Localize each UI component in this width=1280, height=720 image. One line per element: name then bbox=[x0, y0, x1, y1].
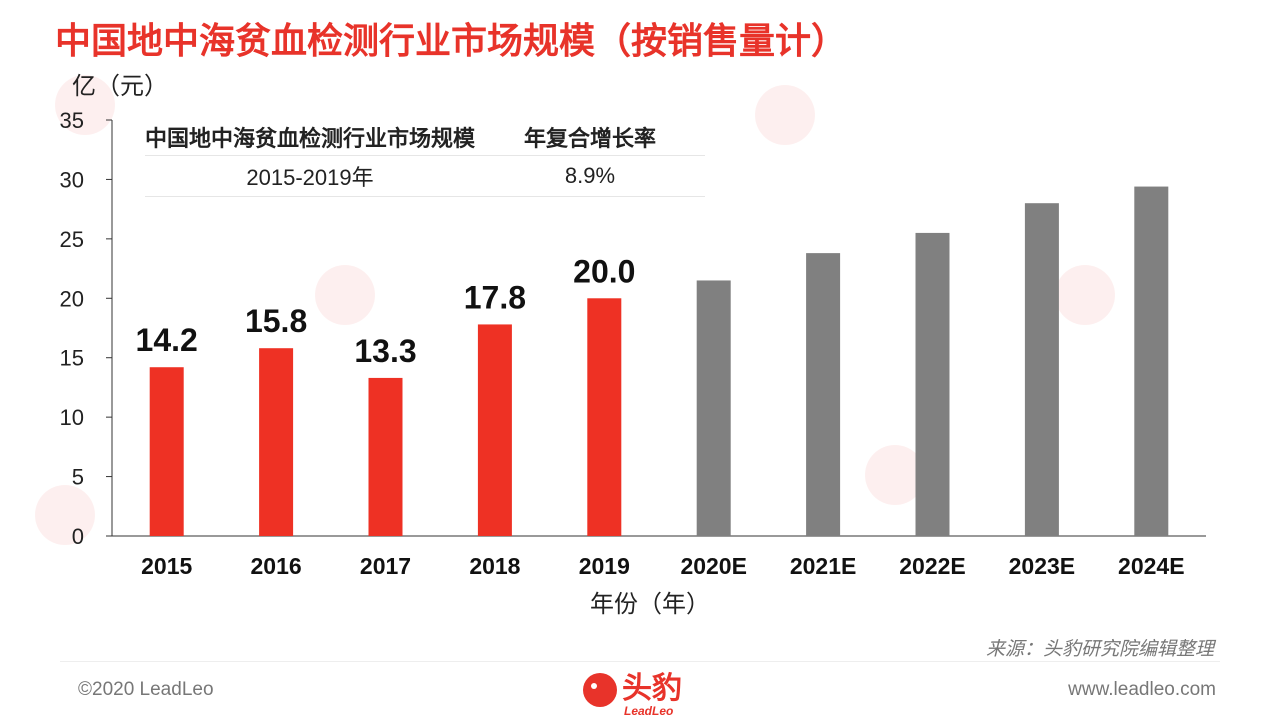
bar bbox=[477, 324, 512, 536]
y-tick-label: 35 bbox=[60, 108, 84, 133]
bar bbox=[1134, 186, 1169, 536]
copyright: ©2020 LeadLeo bbox=[78, 679, 214, 700]
x-tick-label: 2021E bbox=[790, 553, 857, 579]
y-tick-label: 20 bbox=[60, 286, 84, 311]
page-title: 中国地中海贫血检测行业市场规模（按销售量计） bbox=[55, 21, 848, 62]
x-tick-label: 2018 bbox=[469, 553, 520, 579]
logo-text: 头豹 bbox=[622, 671, 682, 706]
bar bbox=[1024, 203, 1059, 536]
y-tick-label: 15 bbox=[60, 346, 84, 371]
bar bbox=[259, 348, 294, 536]
y-tick-label: 25 bbox=[60, 227, 84, 252]
cagr-header-left: 中国地中海贫血检测行业市场规模 bbox=[145, 127, 476, 152]
logo-subtext: LeadLeo bbox=[624, 704, 673, 718]
x-tick-label: 2017 bbox=[360, 553, 411, 579]
x-tick-label: 2015 bbox=[141, 553, 192, 579]
bar bbox=[915, 232, 950, 536]
x-tick-label: 2019 bbox=[579, 553, 630, 579]
cagr-rate: 8.9% bbox=[564, 163, 616, 188]
data-label: 13.3 bbox=[354, 333, 416, 369]
x-tick-label: 2016 bbox=[251, 553, 302, 579]
bar bbox=[149, 367, 184, 536]
y-tick-label: 30 bbox=[60, 167, 84, 192]
y-tick-label: 10 bbox=[60, 405, 84, 430]
bar bbox=[696, 280, 731, 536]
website-link[interactable]: www.leadleo.com bbox=[1068, 679, 1216, 700]
data-label: 14.2 bbox=[136, 322, 198, 358]
footer-divider bbox=[60, 661, 1220, 662]
x-tick-label: 2024E bbox=[1118, 553, 1185, 579]
data-label: 15.8 bbox=[245, 303, 307, 339]
cagr-divider bbox=[145, 196, 705, 197]
cagr-table: 中国地中海贫血检测行业市场规模 年复合增长率 2015-2019年 8.9% bbox=[145, 125, 705, 197]
bar bbox=[806, 253, 841, 536]
x-tick-label: 2023E bbox=[1009, 553, 1076, 579]
cagr-header-right: 年复合增长率 bbox=[523, 127, 656, 152]
leopard-logo-icon: 头豹 LeadLeo bbox=[583, 671, 682, 718]
x-tick-label: 2020E bbox=[680, 553, 747, 579]
bar-chart: 0 5 10 15 20 25 30 35 2015 14.2 2016 15.8 2017 13.3 20… bbox=[60, 108, 1206, 579]
cagr-divider bbox=[145, 155, 705, 156]
bar bbox=[368, 377, 403, 536]
data-label: 20.0 bbox=[573, 253, 635, 289]
source-note: 来源：头豹研究院编辑整理 bbox=[985, 638, 1214, 660]
y-axis-unit: 亿（元） bbox=[72, 72, 168, 100]
y-tick-label: 5 bbox=[72, 465, 84, 490]
cagr-period: 2015-2019年 bbox=[246, 165, 374, 190]
data-label: 17.8 bbox=[464, 279, 526, 315]
y-tick-label: 0 bbox=[72, 524, 84, 549]
x-tick-label: 2022E bbox=[899, 553, 966, 579]
bar bbox=[587, 298, 622, 536]
x-axis-title: 年份（年） bbox=[590, 590, 710, 618]
